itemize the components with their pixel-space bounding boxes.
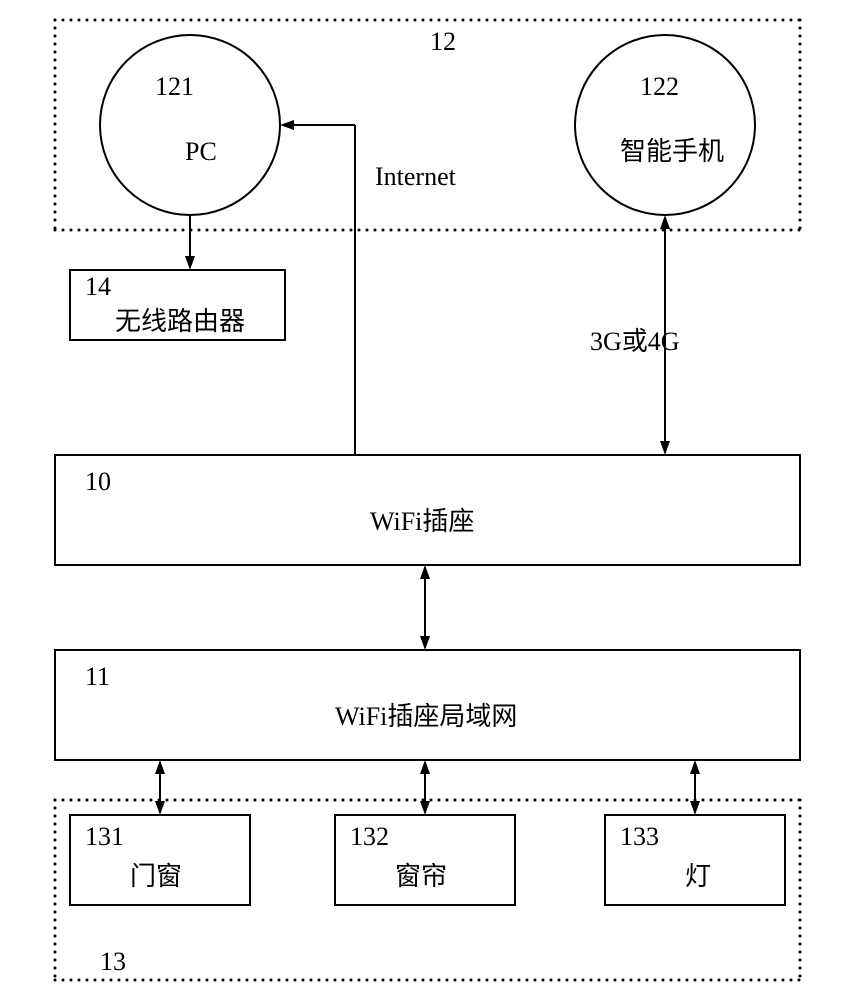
- svg-text:PC: PC: [185, 137, 217, 166]
- diagram-root: 12 13 121 PC 122 智能手机 14无线路由器 10 WiFi插座 11 WiFi插座局…: [0, 0, 850, 1000]
- svg-text:132: 132: [350, 822, 389, 851]
- svg-text:WiFi插座: WiFi插座: [370, 507, 474, 536]
- svg-text:窗帘: 窗帘: [395, 862, 447, 891]
- svg-text:121: 121: [155, 72, 194, 101]
- svg-text:12: 12: [430, 27, 456, 56]
- svg-text:3G或4G: 3G或4G: [590, 327, 680, 356]
- svg-text:无线路由器: 无线路由器: [115, 307, 245, 336]
- svg-text:122: 122: [640, 72, 679, 101]
- svg-text:10: 10: [85, 467, 111, 496]
- svg-text:13: 13: [100, 947, 126, 976]
- svg-text:11: 11: [85, 662, 110, 691]
- svg-text:智能手机: 智能手机: [620, 137, 724, 166]
- svg-text:灯: 灯: [685, 862, 711, 891]
- svg-text:131: 131: [85, 822, 124, 851]
- svg-text:WiFi插座局域网: WiFi插座局域网: [335, 702, 517, 731]
- svg-text:Internet: Internet: [375, 162, 457, 191]
- svg-text:门窗: 门窗: [130, 862, 182, 891]
- svg-text:14: 14: [85, 272, 111, 301]
- svg-text:133: 133: [620, 822, 659, 851]
